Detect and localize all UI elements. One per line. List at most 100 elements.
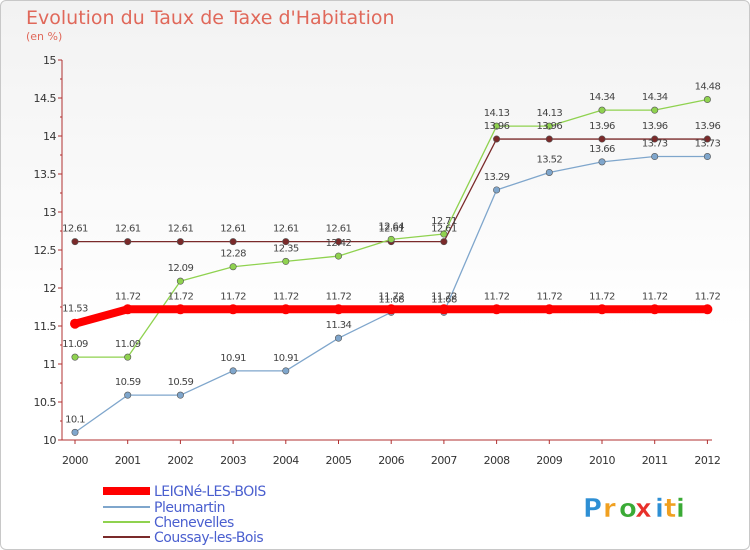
data-label: 11.72 xyxy=(273,291,299,302)
data-label: 13.73 xyxy=(642,139,668,150)
data-label: 14.13 xyxy=(536,108,562,119)
data-label: 10.91 xyxy=(220,353,246,364)
data-point xyxy=(493,135,501,143)
data-label: 12.61 xyxy=(115,224,141,235)
x-tick-label: 2001 xyxy=(115,454,141,467)
data-point xyxy=(598,106,606,114)
x-tick-label: 2004 xyxy=(273,454,299,467)
data-label: 12.61 xyxy=(220,224,246,235)
data-label: 13.66 xyxy=(589,144,615,155)
logo-letter: r xyxy=(603,494,616,524)
data-point xyxy=(598,158,606,166)
y-tick-label: 10 xyxy=(43,434,56,447)
legend-label-0: LEIGNé-LES-BOIS xyxy=(154,484,266,500)
data-label: 10.91 xyxy=(273,353,299,364)
data-label: 12.61 xyxy=(326,224,352,235)
data-label: 12.09 xyxy=(168,263,194,274)
data-label: 11.72 xyxy=(326,291,352,302)
data-point xyxy=(440,238,448,246)
x-tick-label: 2009 xyxy=(536,454,562,467)
data-point xyxy=(282,238,290,246)
data-label: 11.72 xyxy=(115,291,141,302)
data-point xyxy=(70,318,80,329)
chart-subtitle: (en %) xyxy=(26,30,62,43)
data-point xyxy=(71,238,79,246)
logo-letter: P xyxy=(583,494,602,524)
x-tick-label: 2003 xyxy=(220,454,246,467)
data-point xyxy=(493,186,501,194)
logo-letter: x xyxy=(635,494,652,524)
data-label: 10.1 xyxy=(65,414,85,425)
data-point xyxy=(651,135,659,143)
data-label: 11.72 xyxy=(642,291,668,302)
data-label: 12.28 xyxy=(220,249,246,260)
data-point xyxy=(386,304,397,315)
data-label: 11.72 xyxy=(378,291,404,302)
data-point xyxy=(545,122,553,130)
data-point xyxy=(282,257,290,265)
data-label: 14.34 xyxy=(589,92,615,103)
data-label: 12.61 xyxy=(431,224,457,235)
data-label: 12.42 xyxy=(326,238,352,249)
data-point xyxy=(229,367,237,375)
y-tick-label: 12.5 xyxy=(34,244,57,257)
data-point xyxy=(651,153,659,161)
data-label: 12.61 xyxy=(273,224,299,235)
data-label: 11.72 xyxy=(484,291,510,302)
data-label: 13.96 xyxy=(536,121,562,132)
data-label: 13.73 xyxy=(695,139,721,150)
data-point xyxy=(703,96,711,104)
data-point xyxy=(71,353,79,361)
data-label: 12.61 xyxy=(62,224,88,235)
data-point xyxy=(176,391,184,399)
data-label: 14.13 xyxy=(484,108,510,119)
y-tick-label: 15 xyxy=(43,54,56,67)
data-label: 11.72 xyxy=(695,291,721,302)
data-label: 11.72 xyxy=(589,291,615,302)
data-point xyxy=(71,428,79,436)
y-tick-label: 10.5 xyxy=(34,396,57,409)
data-point xyxy=(493,122,501,130)
x-tick-label: 2002 xyxy=(167,454,193,467)
data-label: 12.71 xyxy=(431,216,457,227)
legend-label-2: Chenevelles xyxy=(154,515,234,531)
data-label: 14.34 xyxy=(642,92,668,103)
data-point xyxy=(333,304,344,315)
data-point xyxy=(702,304,713,315)
data-point xyxy=(334,334,342,342)
x-tick-label: 2007 xyxy=(431,454,457,467)
data-label: 13.96 xyxy=(589,121,615,132)
data-point xyxy=(124,391,132,399)
data-label: 12.64 xyxy=(378,221,404,232)
data-label: 10.59 xyxy=(168,377,194,388)
data-point xyxy=(280,304,291,315)
data-label: 11.34 xyxy=(326,320,352,331)
data-point xyxy=(651,106,659,114)
data-label: 11.68 xyxy=(378,294,404,305)
data-label: 11.72 xyxy=(431,291,457,302)
data-point xyxy=(598,135,606,143)
data-point xyxy=(122,304,133,315)
data-point xyxy=(176,238,184,246)
data-label: 13.29 xyxy=(484,172,510,183)
y-tick-label: 13.5 xyxy=(34,168,57,181)
data-label: 13.52 xyxy=(536,154,562,165)
legend-label-1: Pleumartin xyxy=(154,500,225,516)
data-point xyxy=(124,353,132,361)
y-tick-label: 12 xyxy=(43,282,56,295)
y-tick-label: 14 xyxy=(43,130,56,143)
logo-letter: i xyxy=(676,494,685,524)
data-point xyxy=(175,304,186,315)
x-tick-label: 2006 xyxy=(378,454,404,467)
x-tick-label: 2011 xyxy=(642,454,668,467)
data-label: 11.68 xyxy=(431,294,457,305)
data-point xyxy=(440,230,448,238)
x-tick-label: 2000 xyxy=(62,454,88,467)
data-label: 13.96 xyxy=(642,121,668,132)
data-label: 11.09 xyxy=(62,339,88,350)
data-point xyxy=(649,304,660,315)
y-tick-label: 11 xyxy=(43,358,56,371)
y-tick-label: 13 xyxy=(43,206,56,219)
logo-letter: i xyxy=(655,494,664,524)
